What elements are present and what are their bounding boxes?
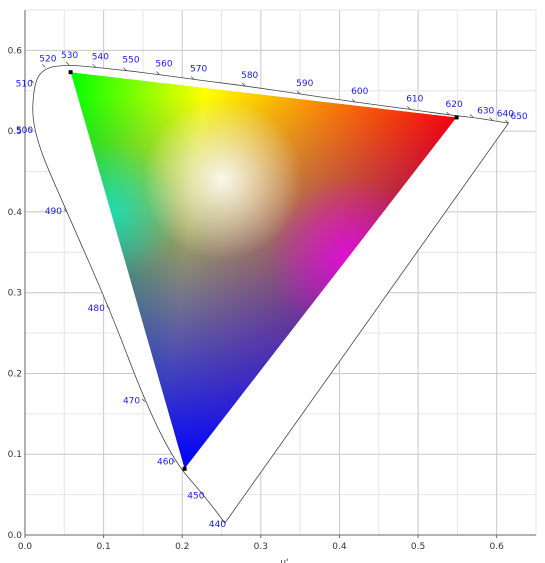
wavelength-tick bbox=[351, 98, 356, 103]
x-tick-label: 0.5 bbox=[411, 542, 425, 552]
x-tick-label: 0.2 bbox=[175, 542, 189, 552]
x-tick-label: 0.4 bbox=[332, 542, 347, 552]
wavelength-tick bbox=[156, 71, 160, 75]
y-tick-label: 0.2 bbox=[8, 369, 22, 379]
y-tick-label: 0.1 bbox=[8, 450, 22, 460]
wavelength-label: 560 bbox=[155, 60, 172, 70]
wavelength-labels: 440 450 460 470 480 490 500 510 520 530 540 550 560 5… bbox=[16, 51, 528, 530]
wavelength-tick bbox=[42, 64, 46, 68]
wavelength-label: 480 bbox=[88, 304, 105, 314]
wavelength-tick bbox=[63, 208, 68, 213]
x-axis-label: u' bbox=[280, 558, 288, 563]
wavelength-label: 620 bbox=[446, 100, 463, 110]
wavelength-tick bbox=[106, 305, 110, 310]
wavelength-tick bbox=[65, 61, 70, 66]
wavelength-tick bbox=[221, 519, 226, 524]
wavelength-tick bbox=[190, 76, 195, 80]
wavelength-label: 540 bbox=[92, 52, 109, 62]
gamut-vertices bbox=[68, 70, 459, 471]
wavelength-tick bbox=[171, 459, 176, 463]
wavelength-label: 650 bbox=[510, 112, 527, 122]
wavelength-tick bbox=[200, 491, 204, 495]
gamut-vertex-blue bbox=[182, 466, 187, 471]
wavelength-label: 490 bbox=[45, 207, 62, 217]
y-tick-label: 0.3 bbox=[8, 289, 22, 299]
wavelength-tick bbox=[92, 64, 97, 68]
wavelength-label: 440 bbox=[209, 520, 226, 530]
wavelength-label: 520 bbox=[39, 54, 56, 64]
y-tick-label: 0.0 bbox=[8, 531, 23, 541]
wavelength-label: 590 bbox=[296, 79, 313, 89]
wavelength-label: 580 bbox=[241, 71, 258, 81]
x-tick-label: 0.3 bbox=[254, 542, 268, 552]
wavelength-tick bbox=[406, 106, 411, 110]
axes bbox=[24, 10, 536, 536]
wavelength-label: 550 bbox=[122, 56, 139, 66]
wavelength-tick bbox=[469, 114, 474, 118]
wavelength-tick bbox=[296, 90, 301, 95]
wavelength-label: 470 bbox=[123, 397, 140, 407]
wavelength-label: 600 bbox=[351, 87, 368, 97]
wavelength-label: 630 bbox=[477, 106, 494, 116]
wavelength-tick bbox=[446, 111, 450, 116]
gamut-vertex-green bbox=[68, 70, 73, 75]
wavelength-label: 570 bbox=[190, 64, 207, 74]
y-tick-label: 0.6 bbox=[8, 46, 23, 56]
wavelength-label: 450 bbox=[187, 492, 204, 502]
wavelength-label: 610 bbox=[406, 94, 423, 104]
x-tick-label: 0.6 bbox=[490, 542, 505, 552]
wavelength-tick bbox=[123, 67, 127, 71]
wavelength-label: 460 bbox=[157, 457, 174, 467]
wavelength-label: 640 bbox=[497, 110, 514, 120]
wavelength-tick bbox=[241, 82, 246, 87]
gamut-vertex-red bbox=[454, 115, 459, 120]
wavelength-tick bbox=[30, 79, 34, 83]
wavelength-tick bbox=[489, 117, 494, 121]
tick-labels: 0.0 0.1 0.2 0.3 0.4 0.5 0.6 0.0 0.1 0.2 0.3 0.4 0.5 0… bbox=[8, 46, 504, 552]
wavelength-label: 530 bbox=[61, 51, 78, 61]
wavelength-label: 500 bbox=[16, 126, 33, 136]
wavelength-tick bbox=[28, 127, 33, 132]
wavelength-label: 510 bbox=[16, 80, 33, 90]
y-tick-label: 0.4 bbox=[8, 208, 23, 218]
x-tick-label: 0.1 bbox=[96, 542, 110, 552]
y-tick-label: 0.5 bbox=[8, 127, 22, 137]
x-tick-label: 0.0 bbox=[18, 542, 33, 552]
wavelength-tick bbox=[141, 398, 146, 402]
wavelength-tick bbox=[505, 119, 509, 124]
